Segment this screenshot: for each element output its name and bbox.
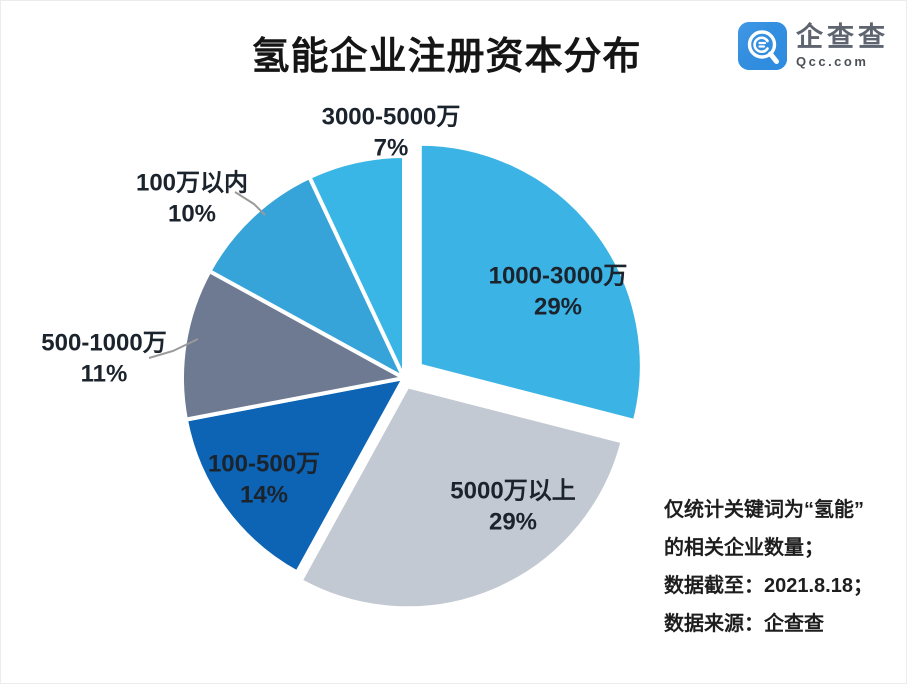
qcc-logo-domain: Qcc.com	[796, 54, 869, 69]
slice-label-100-500: 100-500万 14%	[208, 449, 320, 510]
slice-label-pct: 14%	[239, 481, 289, 508]
footnote: 仅统计关键词为“氢能” 的相关企业数量； 数据截至：2021.8.18； 数据来…	[664, 491, 873, 643]
pie-slice-1	[298, 384, 625, 611]
slice-label-text: 100万以内	[135, 169, 249, 197]
pie-slice-0	[417, 141, 644, 423]
footnote-line: 的相关企业数量；	[664, 537, 824, 559]
slice-label-text: 3000-5000万	[321, 103, 461, 131]
slice-label-pct: 29%	[488, 508, 538, 535]
slice-label-text: 500-1000万	[41, 329, 167, 357]
qcc-logo: 企查查 Qcc.com	[738, 22, 889, 70]
slice-label-3000-5000: 3000-5000万 7%	[322, 102, 461, 163]
slice-label-text: 100-500万	[207, 450, 321, 478]
slice-label-500-1000: 500-1000万 11%	[41, 328, 166, 389]
page-title: 氢能企业注册资本分布	[251, 36, 642, 78]
leader-line-under-100	[234, 191, 266, 216]
slice-label-text: 5000万以上	[450, 477, 576, 505]
pie-slice-2	[183, 376, 406, 575]
qcc-logo-name: 企查查	[796, 22, 889, 52]
qcc-logo-text: 企查查 Qcc.com	[796, 22, 889, 69]
pie-slice-3	[180, 269, 406, 422]
leader-line-500-1000	[148, 338, 199, 359]
slice-label-text: 1000-3000万	[488, 262, 628, 290]
slice-label-pct: 29%	[533, 293, 583, 320]
pie-slice-4	[207, 175, 406, 380]
slice-label-under-100: 100万以内 10%	[136, 168, 248, 229]
slice-label-5000plus: 5000万以上 29%	[450, 476, 575, 537]
slice-label-pct: 10%	[167, 200, 217, 227]
slice-label-1000-3000: 1000-3000万 29%	[489, 261, 628, 322]
footnote-line: 数据来源：企查查	[664, 613, 824, 635]
footnote-line: 数据截至：2021.8.18；	[664, 575, 873, 597]
pie-slice-5	[307, 154, 406, 380]
slice-label-pct: 11%	[80, 360, 128, 387]
footnote-line: 仅统计关键词为“氢能”	[664, 499, 864, 521]
slice-label-pct: 7%	[373, 134, 409, 161]
qcc-logo-icon	[738, 22, 787, 70]
